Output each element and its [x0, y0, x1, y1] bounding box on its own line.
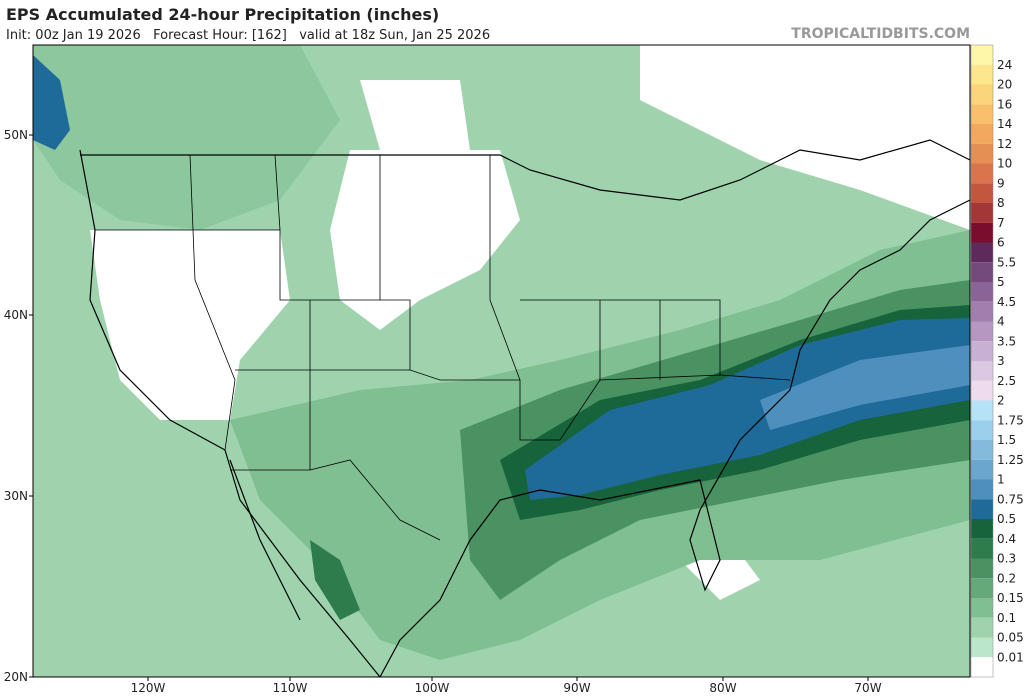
- colorbar-swatch: [971, 519, 993, 539]
- colorbar-label: 5.5: [997, 255, 1016, 269]
- lon-label: 70W: [854, 681, 881, 695]
- colorbar-swatch: [971, 440, 993, 460]
- colorbar-swatch: [971, 657, 993, 677]
- colorbar-swatch: [971, 45, 993, 65]
- colorbar-swatch: [971, 617, 993, 638]
- precip-area: [310, 540, 360, 620]
- colorbar-swatch: [971, 183, 993, 203]
- colorbar-label: 1.75: [997, 413, 1024, 427]
- coastline: [79, 139, 970, 677]
- lon-label: 110W: [273, 681, 308, 695]
- watermark: TROPICALTIDBITS.COM: [791, 26, 970, 42]
- colorbar-swatch: [971, 262, 993, 282]
- lon-label: 80W: [709, 681, 736, 695]
- colorbar-swatch: [971, 84, 993, 105]
- colorbar-label: 7: [997, 216, 1005, 230]
- colorbar-swatch: [971, 380, 993, 401]
- colorbar-label: 0.15: [997, 591, 1024, 605]
- colorbar-label: 5: [997, 275, 1005, 289]
- colorbar-swatch: [971, 104, 993, 124]
- subtitle: Init: 00z Jan 19 2026 Forecast Hour: [16…: [6, 28, 490, 43]
- colorbar-label: 1: [997, 473, 1005, 487]
- colorbar-swatch: [971, 301, 993, 322]
- dry-area: [330, 150, 520, 330]
- colorbar-label: 0.1: [997, 611, 1016, 625]
- colorbar-label: 0.75: [997, 492, 1024, 506]
- colorbar-label: 0.5: [997, 512, 1016, 526]
- colorbar-label: 3.5: [997, 334, 1016, 348]
- lat-label: 20N: [4, 670, 28, 684]
- colorbar-swatch: [971, 64, 993, 85]
- precip-area: [33, 55, 70, 150]
- precip-area: [760, 345, 970, 430]
- colorbar-label: 0.4: [997, 532, 1016, 546]
- colorbar-swatch: [971, 341, 993, 361]
- colorbar-swatch: [971, 459, 993, 480]
- colorbar-label: 2.5: [997, 374, 1016, 388]
- lon-label: 120W: [131, 681, 166, 695]
- colorbar-label: 20: [997, 78, 1012, 92]
- lat-label: 40N: [4, 308, 28, 322]
- colorbar-swatch: [971, 242, 993, 263]
- lat-label: 30N: [4, 489, 28, 503]
- lon-label: 90W: [563, 681, 590, 695]
- state-borders: [95, 154, 791, 541]
- dry-area: [640, 45, 970, 230]
- title: EPS Accumulated 24-hour Precipitation (i…: [6, 5, 439, 24]
- colorbar-swatch: [971, 321, 993, 342]
- colorbar-swatch: [971, 420, 993, 440]
- colorbar-label: 12: [997, 137, 1012, 151]
- colorbar-swatch: [971, 203, 993, 223]
- dry-area: [90, 230, 290, 420]
- colorbar-label: 0.3: [997, 552, 1016, 566]
- precip-field: [33, 45, 970, 677]
- colorbar-swatch: [971, 361, 993, 381]
- colorbar-label: 16: [997, 97, 1012, 111]
- colorbar-swatch: [971, 637, 993, 658]
- colorbar-label: 4.5: [997, 295, 1016, 309]
- colorbar-label: 0.05: [997, 631, 1024, 645]
- colorbar-label: 10: [997, 157, 1012, 171]
- lat-label: 50N: [4, 128, 28, 142]
- dry-area: [360, 80, 470, 150]
- colorbar-label: 1.25: [997, 453, 1024, 467]
- colorbar-label: 1.5: [997, 433, 1016, 447]
- colorbar-label: 3: [997, 354, 1005, 368]
- colorbar-label: 6: [997, 236, 1005, 250]
- colorbar-label: 4: [997, 315, 1005, 329]
- colorbar-swatch: [971, 400, 993, 421]
- precip-area: [33, 45, 340, 230]
- colorbar-swatch: [971, 143, 993, 164]
- colorbar-swatch: [971, 282, 993, 302]
- colorbar-frame: [970, 44, 994, 678]
- colorbar-swatch: [971, 538, 993, 559]
- colorbar-swatch: [971, 598, 993, 618]
- lon-label: 100W: [415, 681, 450, 695]
- colorbar-label: 0.01: [997, 650, 1024, 664]
- colorbar-swatch: [971, 124, 993, 144]
- colorbar-swatch: [971, 479, 993, 500]
- colorbar-label: 24: [997, 58, 1012, 72]
- colorbar-swatch: [971, 499, 993, 519]
- colorbar: 24 20 16 14 12 10 9 8 7 6 5.5 5 4.5 4 3.5 3 2.5 2 1.75 1.5 1…: [970, 44, 1024, 678]
- colorbar-label: 14: [997, 117, 1012, 131]
- colorbar-swatch: [971, 222, 993, 243]
- map-frame: [32, 44, 971, 678]
- colorbar-label: 8: [997, 196, 1005, 210]
- colorbar-label: 0.2: [997, 571, 1016, 585]
- colorbar-label: 2: [997, 394, 1005, 408]
- colorbar-swatch: [971, 578, 993, 598]
- colorbar-label: 9: [997, 176, 1005, 190]
- colorbar-swatch: [971, 163, 993, 184]
- colorbar-swatch: [971, 558, 993, 579]
